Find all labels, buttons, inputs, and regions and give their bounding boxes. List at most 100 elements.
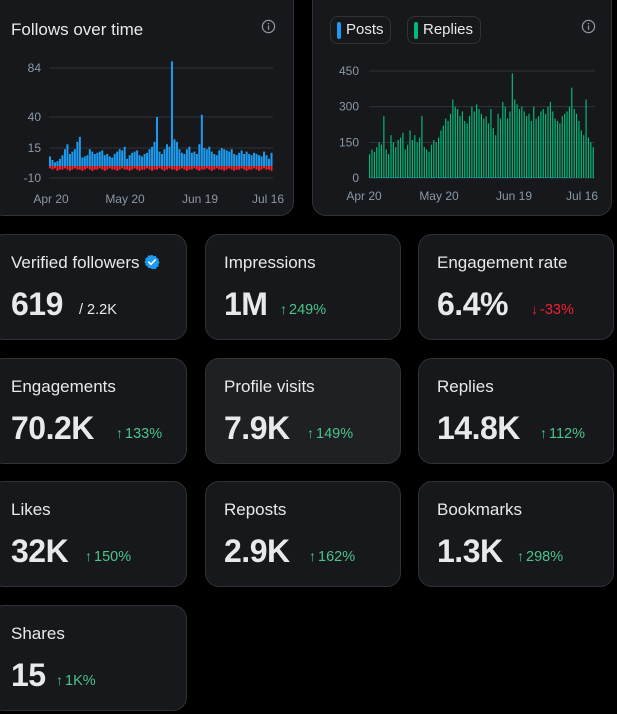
follow-bar [183,154,186,166]
metric-card-engagement-rate[interactable]: Engagement rate 6.4% ↓ -33% [418,234,614,340]
metric-change: ↑ 162% [309,548,355,565]
metric-change-value: 1K% [65,673,96,689]
follow-bar [71,151,74,166]
replies-bar [506,118,509,178]
x-tick-label: May 20 [419,189,459,203]
replies-bar [556,120,559,178]
unfollow-bar [203,166,206,170]
unfollow-bar [173,166,176,170]
posts-bar [427,177,429,178]
posts-bar [491,177,493,178]
unfollow-bar [260,166,263,170]
metric-label-wrap: Verified followers [11,253,160,273]
posts-bar [470,177,471,178]
metric-card-reposts[interactable]: Reposts 2.9K ↑ 162% [205,481,401,587]
follow-bar [49,156,51,166]
metric-value: 70.2K [11,410,94,446]
follow-bar [223,149,226,166]
posts-bar [546,177,548,178]
x-tick-label: Jun 19 [496,189,532,203]
metric-card-profile-visits[interactable]: Profile visits 7.9K ↑ 149% [205,358,401,464]
follows-chart-card: Follows over time 84 40 15 -10 Apr 20 May 20 J… [0,0,294,216]
unfollow-bar [108,166,111,169]
metric-card-replies[interactable]: Replies 14.8K ↑ 112% [418,358,614,464]
follow-bar [116,151,119,166]
follow-bar [56,161,59,166]
metric-card-engagements[interactable]: Engagements 70.2K ↑ 133% [0,358,187,464]
posts-bar [565,177,567,178]
replies-bar [452,99,454,178]
metric-card-shares[interactable]: Shares 15 ↑ 1K% [0,605,187,711]
follow-bar [265,155,268,166]
unfollow-bar [78,166,81,170]
unfollow-bar [210,166,213,171]
y-tick-label: 40 [28,110,42,124]
unfollow-bar [93,166,96,170]
metric-card-verified-followers[interactable]: Verified followers 619 / 2.2K [0,234,187,340]
posts-bar [462,177,464,178]
replies-bar [459,116,461,178]
unfollow-bar [205,166,208,169]
follows-info-icon[interactable] [261,19,276,34]
replies-bar [461,111,463,178]
follow-bar [118,149,121,166]
metric-value: 2.9K [224,533,290,569]
unfollow-bar [218,166,221,170]
replies-bar [371,149,373,178]
metric-change-value: 133% [125,426,163,442]
metric-card-bookmarks[interactable]: Bookmarks 1.3K ↑ 298% [418,481,614,587]
arrow-up-icon: ↑ [307,425,314,441]
metric-change: ↑ 112% [540,425,585,442]
replies-bar [566,111,568,178]
legend-replies-button[interactable]: Replies [407,16,481,44]
metric-change: ↑ 298% [517,548,563,565]
unfollow-bar [253,166,256,169]
follow-bar [128,155,131,166]
follow-bar [238,152,241,166]
replies-bar [464,120,466,178]
follow-bar [78,136,81,166]
follow-bar [220,148,223,166]
unfollow-bar [96,166,99,170]
unfollow-bar [138,166,141,171]
replies-bar [407,144,409,178]
metric-change-value: 112% [549,426,586,442]
replies-bar [421,116,423,178]
posts-bar [482,177,483,178]
posts-bar [377,177,379,178]
posts-replies-info-icon[interactable] [581,19,596,34]
unfollow-bar [61,166,64,170]
metric-label: Engagement rate [437,253,568,272]
unfollow-bar [170,166,173,170]
x-tick-label: Jul 16 [566,189,598,203]
x-tick-label: Jul 16 [252,192,284,206]
replies-bar [578,120,580,178]
unfollow-bar [268,166,271,170]
metric-card-impressions[interactable]: Impressions 1M ↑ 249% [205,234,401,340]
unfollow-bar [161,166,163,170]
y-tick-label: 84 [28,61,42,75]
replies-bar [592,147,594,178]
follow-bar [243,154,246,166]
follow-bar [126,158,129,166]
follows-chart-title: Follows over time [11,20,144,39]
replies-bar [473,111,475,178]
replies-bar [511,73,513,178]
posts-bar [415,177,417,178]
metric-card-likes[interactable]: Likes 32K ↑ 150% [0,481,187,587]
unfollow-bar [240,166,243,169]
arrow-up-icon: ↑ [517,548,524,564]
replies-bar [435,142,437,178]
unfollow-bar [193,166,196,169]
metric-label: Bookmarks [437,500,523,519]
replies-bar [545,113,547,178]
legend-posts-button[interactable]: Posts [330,16,391,44]
follow-bar [96,152,99,166]
metric-secondary-total: / 2.2K [79,302,117,318]
unfollow-bar [103,166,106,171]
replies-bar [385,149,387,178]
follow-bar [151,146,154,166]
replies-bar [537,116,540,178]
x-tick-label: Apr 20 [33,192,69,206]
replies-bar [428,151,430,178]
